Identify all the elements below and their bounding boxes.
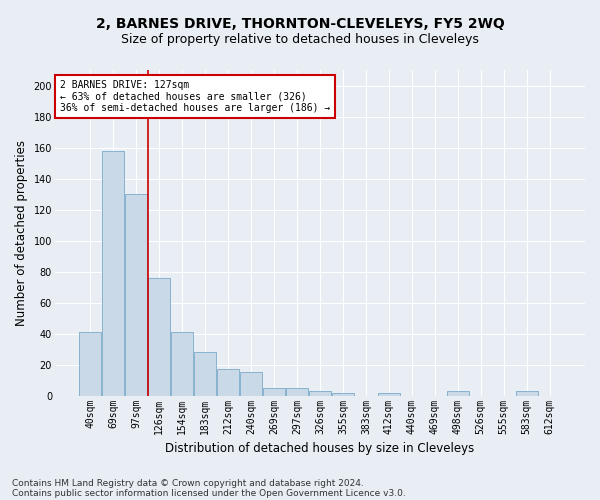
Text: Contains HM Land Registry data © Crown copyright and database right 2024.: Contains HM Land Registry data © Crown c… [12,478,364,488]
Text: 2, BARNES DRIVE, THORNTON-CLEVELEYS, FY5 2WQ: 2, BARNES DRIVE, THORNTON-CLEVELEYS, FY5… [95,18,505,32]
Bar [194,352,216,396]
Bar [378,392,400,396]
Bar [148,278,170,396]
Bar [309,391,331,396]
Bar [125,194,147,396]
Text: 2 BARNES DRIVE: 127sqm
← 63% of detached houses are smaller (326)
36% of semi-de: 2 BARNES DRIVE: 127sqm ← 63% of detached… [60,80,331,113]
Bar [171,332,193,396]
Y-axis label: Number of detached properties: Number of detached properties [15,140,28,326]
Bar [332,392,354,396]
Bar [102,150,124,396]
Bar [240,372,262,396]
Bar [446,391,469,396]
Bar [263,388,285,396]
Text: Size of property relative to detached houses in Cleveleys: Size of property relative to detached ho… [121,32,479,46]
Text: Contains public sector information licensed under the Open Government Licence v3: Contains public sector information licen… [12,488,406,498]
Bar [79,332,101,396]
Bar [217,370,239,396]
Bar [515,391,538,396]
X-axis label: Distribution of detached houses by size in Cleveleys: Distribution of detached houses by size … [165,442,475,455]
Bar [286,388,308,396]
